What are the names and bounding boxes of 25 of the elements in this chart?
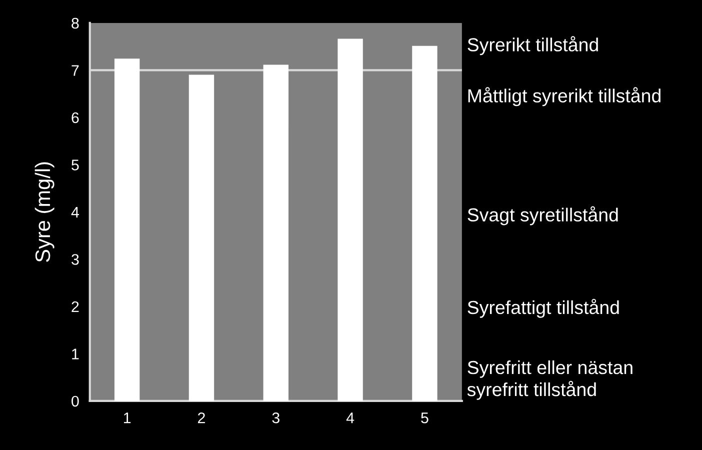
text: Syrefattigt tillstånd bbox=[468, 298, 619, 318]
bar bbox=[412, 46, 438, 401]
y-tick-label: 5 bbox=[72, 160, 79, 170]
bar bbox=[338, 38, 363, 401]
y-tick-label: 2 bbox=[72, 301, 79, 312]
y-tick-label: 4 bbox=[71, 206, 79, 218]
bar bbox=[263, 64, 288, 401]
y-axis-title: Syre (mg/l) bbox=[34, 162, 54, 262]
x-tick-label: 5 bbox=[421, 412, 428, 424]
y-tick-label: 6 bbox=[72, 112, 79, 124]
x-tick-label: 2 bbox=[198, 412, 205, 424]
x-tick-label: 1 bbox=[124, 412, 131, 424]
bar bbox=[114, 58, 140, 401]
bar bbox=[188, 74, 214, 401]
x-tick-label: 4 bbox=[346, 412, 354, 424]
text: Svagt syretillstånd bbox=[468, 206, 618, 226]
y-tick-label: 7 bbox=[72, 65, 79, 76]
y-tick-label: 3 bbox=[72, 254, 79, 265]
y-tick-label: 0 bbox=[72, 396, 79, 407]
x-tick-label: 3 bbox=[272, 412, 280, 424]
y-tick-label: 1 bbox=[72, 348, 79, 360]
text: Syrerikt tillstånd bbox=[468, 36, 598, 56]
y-tick-label: 8 bbox=[72, 18, 79, 29]
text: Syrefritt eller nästan syrefritt tillstånd bbox=[467, 360, 632, 400]
text: Måttligt syrerikt tillstånd bbox=[468, 87, 660, 106]
